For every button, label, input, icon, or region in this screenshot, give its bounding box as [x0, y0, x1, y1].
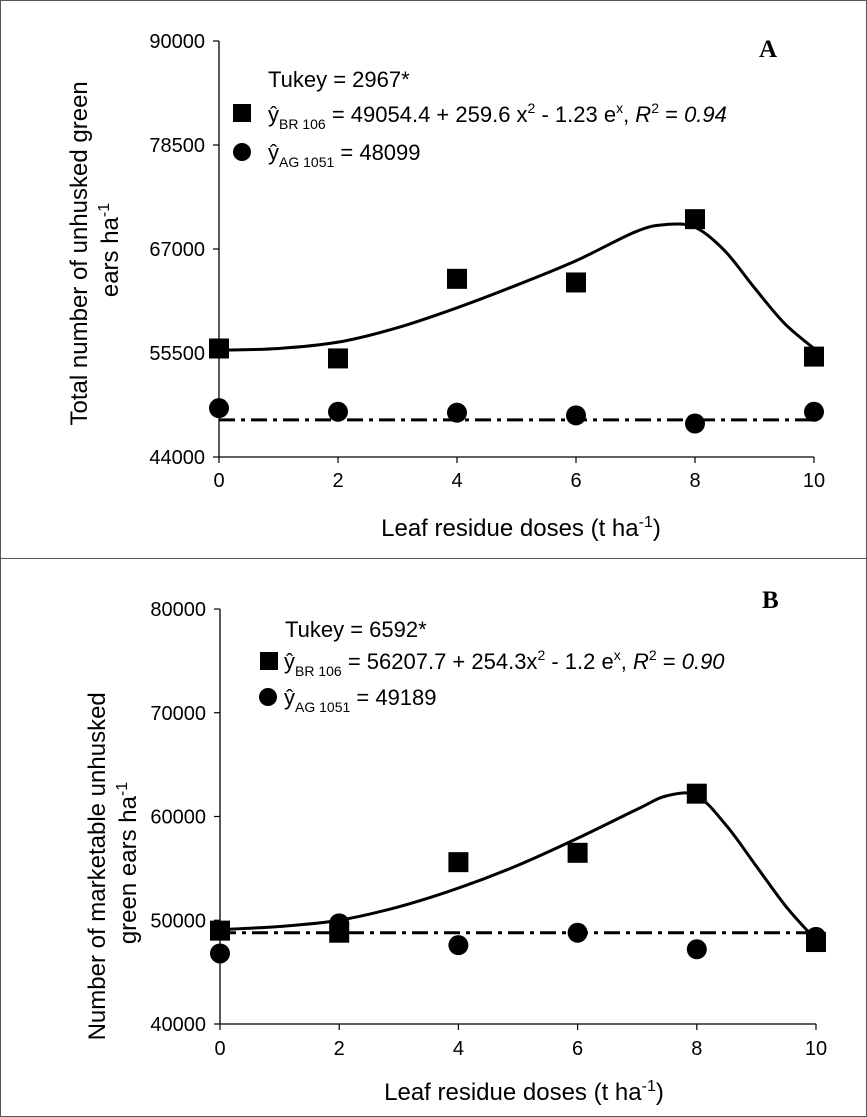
panel-a-x-tick-label: 0	[213, 470, 224, 492]
panel-a-points	[209, 209, 824, 434]
panel-b-x-tick-label: 0	[214, 1038, 225, 1060]
panel-a-tick-labels: 44000 55500 67000 78500 90000 0 2 4 6 8 10	[149, 31, 825, 492]
panel-b-y-tick-label: 60000	[150, 807, 206, 829]
panel-b-ag1051-point	[329, 913, 350, 934]
panel-b-label: B	[762, 587, 779, 614]
panel-b-ylabel-line2: green ears ha	[115, 795, 142, 944]
panel-a-frame	[0, 0, 867, 559]
panel-a-x-tick-label: 10	[803, 470, 825, 492]
panel-a-lines	[218, 222, 815, 422]
panel-a: A 44000 55500 67000 78500 90000 0 2 4 6 8 10 Total…	[66, 31, 825, 542]
panel-b-tick-labels: 40000 50000 60000 70000 80000 0 2 4 6 8 10	[150, 599, 827, 1060]
panel-b-ag1051-point	[448, 935, 469, 956]
panel-a-y-tick-label: 78500	[149, 135, 205, 157]
panel-b: B 40000 50000 60000 70000 80000 0 2 4 6 8 10 Numbe…	[84, 587, 827, 1106]
panel-b-x-tick-label: 10	[805, 1038, 827, 1060]
panel-a-ylabel-line2: ears ha	[97, 216, 124, 297]
panel-b-y-tick-label: 50000	[150, 910, 206, 932]
panel-b-ag1051-point	[806, 926, 826, 947]
panel-a-x-tick-label: 6	[570, 470, 581, 492]
panel-a-ag1051-point	[566, 405, 586, 426]
panel-a-br106-point	[447, 268, 467, 289]
panel-a-ag1051-point	[447, 402, 467, 423]
panel-b-y-tick-label: 40000	[150, 1014, 206, 1036]
panel-b-x-tick-label: 2	[334, 1038, 345, 1060]
panel-a-br106-point	[209, 338, 229, 359]
panel-b-ag1051-point	[210, 943, 230, 964]
panel-a-x-tick-label: 2	[332, 470, 343, 492]
panel-b-points	[210, 783, 826, 964]
panel-b-br106-point	[210, 920, 230, 941]
panel-a-x-tick-label: 4	[451, 470, 462, 492]
panel-a-br106-fit-curve	[218, 222, 815, 352]
panel-a-br106-point	[328, 348, 348, 369]
panel-b-legend-circle	[259, 688, 277, 706]
panel-b-y-tick-label: 70000	[150, 703, 206, 725]
panel-b-tukey: Tukey = 6592*	[285, 617, 427, 642]
panel-a-ag1051-point	[804, 401, 824, 422]
panel-b-xlabel: Leaf residue doses (t ha-1)	[384, 1078, 664, 1106]
panel-b-br106-point	[567, 842, 588, 863]
panel-a-ag1051-point	[209, 398, 229, 419]
panel-b-lines	[219, 791, 818, 941]
panel-a-y-tick-label: 55500	[149, 343, 205, 365]
panel-a-br106-point	[685, 209, 705, 230]
panel-a-ag1051-point	[685, 413, 705, 434]
panel-b-x-tick-label: 4	[453, 1038, 464, 1060]
panel-b-equation-ag1051: ŷAG 1051 = 49189	[284, 685, 437, 715]
panel-a-y-tick-label: 44000	[149, 447, 205, 469]
panel-b-x-tick-label: 8	[691, 1038, 702, 1060]
panel-a-label: A	[759, 36, 777, 63]
panel-a-xlabel: Leaf residue doses (t ha-1)	[381, 514, 661, 542]
panel-a-legend-circle	[233, 143, 251, 161]
panel-a-ag1051-point	[328, 401, 348, 422]
panel-b-ylabel: Number of marketable unhusked green ears…	[84, 686, 142, 1041]
panel-b-br106-fit-curve	[219, 791, 818, 941]
panel-a-x-tick-label: 8	[689, 470, 700, 492]
panel-b-ag1051-point	[567, 922, 588, 943]
panel-b-ag1051-point	[686, 939, 707, 960]
panel-a-br106-point	[804, 346, 824, 367]
panel-a-legend-square	[233, 104, 251, 122]
panel-b-br106-point	[448, 852, 469, 873]
panel-b-y-tick-label: 80000	[150, 599, 206, 621]
panel-b-equation-br106: ŷBR 106 = 56207.7 + 254.3x2 - 1.2 ex, R2…	[284, 647, 725, 679]
panel-a-y-tick-label: 90000	[149, 31, 205, 53]
panel-a-br106-point	[566, 272, 586, 293]
panel-a-equation-br106: ŷBR 106 = 49054.4 + 259.6 x2 - 1.23 ex, …	[268, 100, 727, 132]
panel-b-br106-point	[686, 783, 707, 804]
panel-a-tukey: Tukey = 2967*	[268, 67, 410, 92]
panel-b-legend-square	[260, 652, 278, 670]
panel-a-equation-ag1051: ŷAG 1051 = 48099	[268, 140, 421, 170]
panel-a-y-tick-label: 67000	[149, 239, 205, 261]
panel-b-x-tick-label: 6	[572, 1038, 583, 1060]
panel-a-ylabel: Total number of unhusked green ears ha-1	[66, 75, 124, 426]
